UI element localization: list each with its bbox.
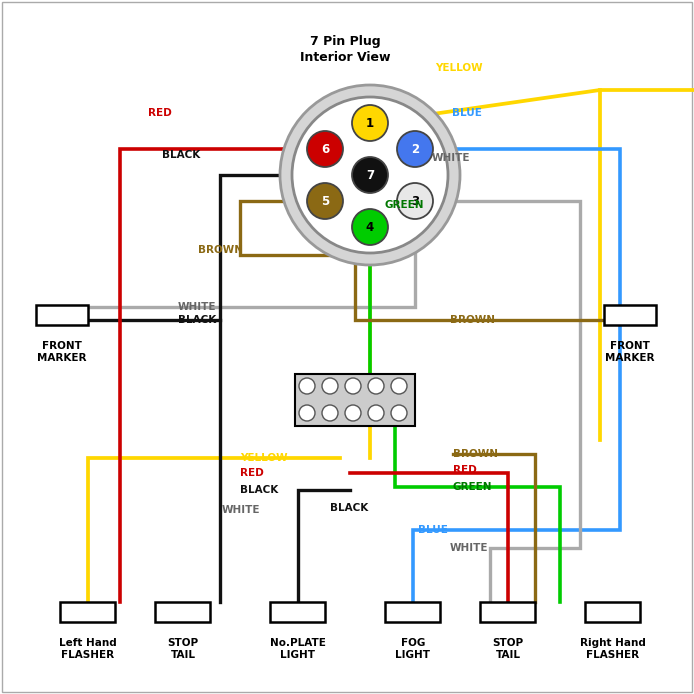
Circle shape (368, 405, 384, 421)
Text: BROWN: BROWN (198, 245, 243, 255)
Circle shape (299, 378, 315, 394)
Text: BLACK: BLACK (162, 150, 201, 160)
Circle shape (345, 405, 361, 421)
Text: WHITE: WHITE (222, 505, 260, 515)
Circle shape (352, 157, 388, 193)
Text: WHITE: WHITE (450, 543, 489, 553)
Text: GREEN: GREEN (453, 482, 493, 492)
Text: 1: 1 (366, 117, 374, 130)
Text: FOG
LIGHT: FOG LIGHT (396, 638, 430, 661)
Bar (60, 602, 115, 622)
Text: 7 Pin Plug
Interior View: 7 Pin Plug Interior View (300, 35, 390, 64)
Bar (480, 602, 536, 622)
Text: 4: 4 (366, 221, 374, 233)
Text: RED: RED (240, 468, 264, 478)
Circle shape (397, 183, 433, 219)
Text: RED: RED (148, 108, 171, 118)
Bar (271, 602, 325, 622)
Text: Right Hand
FLASHER: Right Hand FLASHER (580, 638, 646, 661)
Circle shape (391, 378, 407, 394)
Text: BLACK: BLACK (178, 315, 217, 325)
Circle shape (391, 405, 407, 421)
Circle shape (352, 209, 388, 245)
Bar (155, 602, 210, 622)
Text: BLUE: BLUE (452, 108, 482, 118)
Circle shape (368, 378, 384, 394)
Bar (36, 305, 88, 325)
Bar (586, 602, 641, 622)
Text: RED: RED (453, 465, 477, 475)
Text: 2: 2 (411, 142, 419, 155)
Text: 3: 3 (411, 194, 419, 208)
Text: 7: 7 (366, 169, 374, 182)
Text: BLACK: BLACK (330, 503, 369, 513)
Circle shape (292, 97, 448, 253)
Circle shape (307, 183, 343, 219)
Bar (385, 602, 441, 622)
Text: BROWN: BROWN (450, 315, 495, 325)
Circle shape (397, 131, 433, 167)
Text: Left Hand
FLASHER: Left Hand FLASHER (59, 638, 117, 661)
Circle shape (322, 378, 338, 394)
Text: STOP
TAIL: STOP TAIL (493, 638, 523, 661)
Text: BROWN: BROWN (453, 449, 498, 459)
Circle shape (345, 378, 361, 394)
Text: YELLOW: YELLOW (435, 63, 482, 73)
Circle shape (352, 105, 388, 141)
Bar (295, 374, 415, 426)
Text: BLUE: BLUE (418, 525, 448, 535)
Circle shape (322, 405, 338, 421)
Text: STOP
TAIL: STOP TAIL (167, 638, 198, 661)
Text: WHITE: WHITE (178, 302, 217, 312)
Text: 5: 5 (321, 194, 329, 208)
Circle shape (280, 85, 460, 265)
Text: WHITE: WHITE (432, 153, 471, 163)
Text: FRONT
MARKER: FRONT MARKER (37, 341, 87, 364)
Text: BLACK: BLACK (240, 485, 278, 495)
Text: FRONT
MARKER: FRONT MARKER (605, 341, 654, 364)
Circle shape (307, 131, 343, 167)
Text: YELLOW: YELLOW (240, 453, 287, 463)
Text: GREEN: GREEN (385, 200, 425, 210)
Text: No.PLATE
LIGHT: No.PLATE LIGHT (270, 638, 326, 661)
Bar (604, 305, 656, 325)
Text: 6: 6 (321, 142, 329, 155)
Circle shape (299, 405, 315, 421)
